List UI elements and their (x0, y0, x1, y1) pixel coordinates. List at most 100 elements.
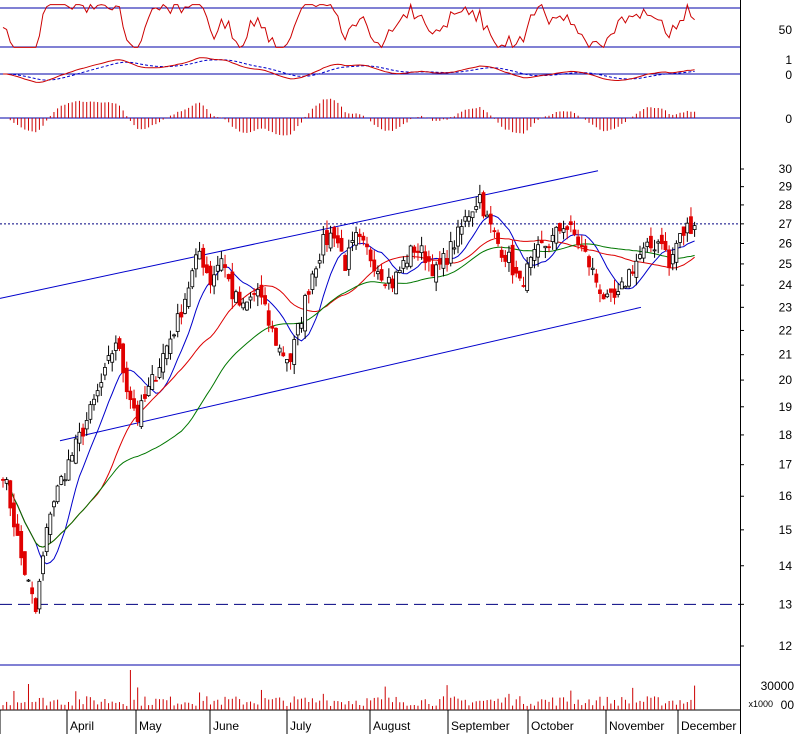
candle-body (405, 262, 409, 268)
candle-body (587, 256, 591, 268)
candle-body (44, 527, 49, 553)
price-tick-label: 28 (779, 198, 793, 212)
candle-body (357, 233, 362, 237)
candle-body (641, 247, 646, 259)
candle-body (208, 265, 213, 286)
candle-body (616, 291, 621, 295)
candle-body (215, 264, 220, 272)
candle-body (376, 271, 380, 275)
candle-body (62, 479, 67, 482)
candle-body (517, 270, 522, 279)
candle-body (153, 379, 158, 382)
candle-body (605, 293, 610, 298)
candle-body (12, 502, 16, 528)
candle-body (663, 240, 668, 251)
candle-body (426, 256, 431, 262)
macd-signal-line (3, 59, 695, 81)
price-tick-label: 29 (779, 180, 793, 194)
candle-body (576, 236, 581, 246)
rsi-tick-label: 50 (779, 23, 793, 37)
candle-body (601, 294, 606, 300)
volume-zero-label: 00 (781, 698, 795, 712)
macd-panel (3, 57, 695, 83)
price-tick-label: 18 (779, 428, 793, 442)
candle-body (547, 246, 551, 249)
candle-body (48, 513, 53, 535)
candle-body (558, 223, 562, 232)
candle-body (408, 245, 413, 267)
candle-body (568, 221, 573, 226)
candle-body (135, 404, 140, 423)
candle-body (619, 281, 624, 290)
candle-body (383, 284, 388, 287)
candle-body (303, 295, 308, 332)
candle-body (19, 531, 24, 559)
candle-body (583, 245, 588, 252)
volume-panel (2, 670, 696, 710)
candle-body (139, 400, 144, 427)
candle-body (157, 367, 162, 378)
month-label: December (681, 719, 736, 733)
candle-body (92, 398, 96, 406)
candle-body (645, 241, 650, 247)
candle-body (350, 240, 355, 243)
candle-body (434, 264, 439, 283)
candle-body (190, 270, 195, 288)
candle-body (8, 480, 13, 509)
candle-body (263, 295, 267, 305)
candle-body (514, 267, 519, 274)
price-tick-label: 17 (779, 458, 793, 472)
candle-body (4, 479, 9, 484)
candle-body (539, 240, 544, 244)
price-panel (0, 170, 740, 614)
candle-body (292, 339, 297, 365)
candle-body (521, 285, 526, 287)
candle-body (103, 367, 107, 376)
candle-body (459, 226, 464, 235)
candle-body (281, 352, 286, 357)
candle-body (117, 338, 122, 349)
candle-body (397, 269, 402, 273)
candle-body (579, 245, 584, 248)
candle-body (499, 249, 504, 258)
candle-body (492, 230, 497, 233)
candle-body (386, 276, 391, 284)
candle-body (106, 355, 111, 361)
candle-body (248, 296, 253, 301)
candle-body (95, 390, 100, 397)
candle-body (634, 260, 639, 278)
candle-body (598, 289, 602, 294)
candle-body (37, 580, 42, 610)
candle-body (554, 226, 559, 244)
candle-body (310, 273, 315, 290)
price-tick-label: 16 (779, 489, 793, 503)
candle-body (339, 237, 344, 252)
candle-body (379, 269, 384, 281)
candle-body (652, 249, 657, 252)
macd-line (3, 57, 695, 83)
candle-body (22, 551, 27, 575)
candle-body (321, 234, 326, 256)
candle-body (456, 226, 460, 247)
candle-body (237, 291, 242, 306)
candle-body (77, 431, 82, 444)
month-label: April (70, 719, 94, 733)
panel-frames (0, 0, 741, 734)
candle-body (496, 232, 500, 244)
candle-body (179, 311, 184, 318)
month-label: November (609, 719, 664, 733)
candle-body (550, 234, 555, 242)
candle-body (55, 485, 60, 503)
candle-body (288, 353, 293, 363)
candle-body (33, 598, 38, 613)
candle-body (172, 334, 176, 337)
volume-tick-label: 30000 (761, 679, 795, 693)
candle-body (561, 228, 566, 233)
candle-body (572, 229, 577, 235)
candle-body (328, 232, 333, 249)
candle-body (168, 338, 173, 354)
candle-body (88, 404, 93, 420)
candle-body (270, 325, 275, 329)
candle-body (481, 192, 486, 217)
candle-body (346, 247, 351, 270)
